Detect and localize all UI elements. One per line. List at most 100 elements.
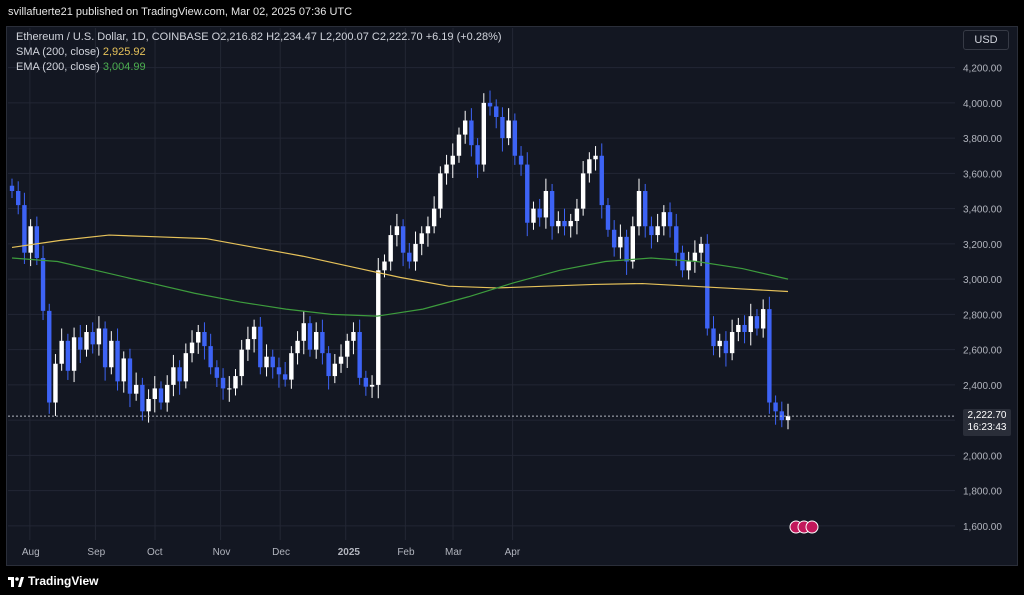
legend-ema-label: EMA (200, close): [16, 61, 100, 73]
chart-legend: Ethereum / U.S. Dollar, 1D, COINBASE O2,…: [16, 30, 502, 75]
candle-body: [382, 261, 387, 271]
candle-body: [208, 346, 213, 368]
candle-body: [202, 332, 207, 347]
candle-body: [723, 340, 729, 354]
candle-body: [289, 353, 294, 380]
candle-body: [605, 205, 611, 230]
candle-body: [78, 337, 83, 350]
candle-body: [568, 220, 573, 227]
candle-body: [512, 120, 518, 156]
candle-body: [214, 367, 220, 378]
candle-body: [400, 226, 406, 253]
last-price-label: 2,222.70 16:23:43: [963, 409, 1011, 436]
price-axis-tick: 2,000.00: [963, 451, 1002, 462]
price-axis-tick: 4,200.00: [963, 64, 1002, 75]
candle-body: [413, 243, 418, 262]
price-axis-tick: 3,400.00: [963, 205, 1002, 216]
tradingview-logo[interactable]: TradingView: [8, 574, 98, 588]
legend-ema-row[interactable]: EMA (200, close) 3,004.99: [16, 60, 502, 75]
candle-body: [667, 212, 673, 227]
candle-body: [655, 226, 660, 236]
candle-body: [717, 340, 722, 347]
candle-body: [711, 328, 716, 347]
candle-body: [729, 332, 735, 354]
legend-ema-value: 3,004.99: [102, 61, 146, 73]
candle-body: [599, 155, 604, 206]
candle-body: [425, 226, 431, 234]
candle-body: [40, 257, 46, 311]
candle-body: [90, 332, 95, 345]
candle-body: [121, 358, 126, 382]
candle-body: [65, 340, 71, 371]
candle-body: [469, 120, 474, 146]
candle-body: [748, 316, 753, 333]
candle-body: [189, 342, 195, 354]
candle-body: [394, 226, 400, 236]
candle-body: [345, 340, 350, 357]
candle-body: [624, 236, 629, 262]
candle-body: [276, 367, 282, 375]
candle-body: [574, 208, 580, 221]
candle-body: [450, 155, 455, 165]
legend-sma-row[interactable]: SMA (200, close) 2,925.92: [16, 45, 502, 60]
price-axis-tick: 1,600.00: [963, 522, 1002, 533]
candle-body: [363, 377, 369, 387]
legend-symbol-row: Ethereum / U.S. Dollar, 1D, COINBASE O2,…: [16, 30, 502, 45]
legend-sma-label: SMA (200, close): [16, 46, 100, 58]
candle-body: [71, 337, 77, 371]
candle-body: [313, 332, 319, 350]
price-axis-tick: 2,400.00: [963, 381, 1002, 392]
candle-body: [28, 226, 33, 253]
price-axis-tick: 2,800.00: [963, 310, 1002, 321]
candle-body: [196, 332, 201, 343]
price-axis-tick: 3,000.00: [963, 275, 1002, 286]
candle-body: [332, 363, 338, 377]
candle-body: [227, 388, 232, 390]
candle-body: [307, 323, 313, 350]
bar-countdown: 16:23:43: [967, 422, 1007, 433]
candle-body: [661, 212, 667, 227]
candle-body: [475, 145, 480, 165]
candle-body: [133, 384, 139, 394]
sma-200-line: [11, 234, 789, 293]
candle-body: [518, 155, 524, 165]
time-axis-tick: Sep: [87, 547, 105, 558]
candle-body: [487, 102, 493, 107]
candle-body: [165, 384, 170, 403]
candle-body: [674, 226, 679, 253]
ema-200-line: [11, 257, 789, 317]
candle-body: [146, 398, 151, 412]
time-axis-tick: Apr: [505, 547, 521, 558]
candle-body: [357, 332, 362, 378]
footer-brand: TradingView: [28, 574, 99, 588]
currency-button[interactable]: USD: [963, 30, 1009, 50]
candle-body: [53, 363, 58, 403]
candle-body: [531, 208, 536, 223]
last-price-value: 2,222.70: [967, 410, 1007, 421]
candle-body: [760, 309, 766, 329]
candle-body: [84, 332, 89, 350]
price-axis-tick: 4,000.00: [963, 99, 1002, 110]
candle-body: [220, 377, 226, 389]
candle-body: [102, 328, 108, 368]
price-axis-tick: 1,800.00: [963, 487, 1002, 498]
legend-ohlc: O2,216.82 H2,234.47 L2,200.07 C2,222.70 …: [211, 31, 502, 43]
candle-body: [115, 340, 120, 382]
candle-body: [320, 332, 325, 354]
candle-body: [611, 229, 617, 248]
candle-body: [183, 353, 189, 382]
candle-body: [326, 353, 331, 377]
candle-body: [742, 324, 747, 333]
candle-body: [680, 252, 685, 271]
chart-panel[interactable]: [6, 26, 1018, 566]
time-axis-tick: Nov: [213, 547, 231, 558]
candle-body: [562, 220, 567, 227]
candle-body: [587, 159, 592, 174]
candle-body: [773, 402, 778, 412]
candle-body: [506, 120, 511, 139]
candle-body: [233, 376, 238, 389]
candle-body: [22, 205, 27, 253]
candle-body: [481, 102, 487, 165]
candle-body: [177, 367, 182, 382]
